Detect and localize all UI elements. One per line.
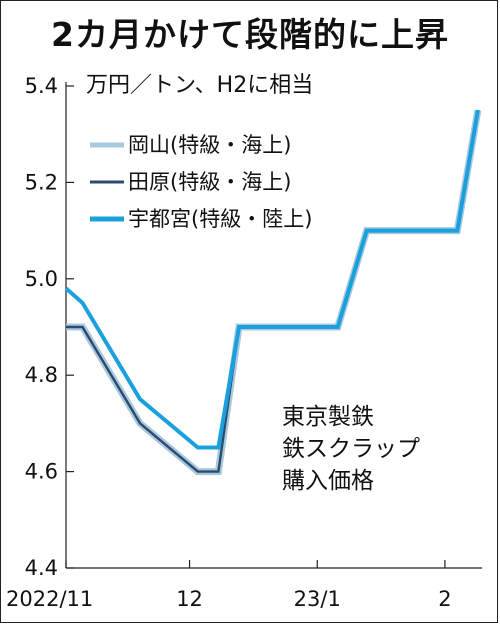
series-line-tahara: [66, 109, 480, 473]
x-tick-label: 12: [176, 587, 203, 611]
x-tick-labels: 2022/11 12 23/1 2: [6, 560, 452, 611]
y-tick-label: 5.4: [25, 74, 58, 98]
note-line: 東京製鉄: [282, 404, 374, 430]
chart-title: 2カ月かけて段階的に上昇: [51, 15, 449, 54]
unit-label: 万円／トン、H2に相当: [86, 73, 313, 98]
y-tick-label: 5.0: [25, 267, 58, 291]
y-tick-label: 4.6: [25, 460, 58, 484]
legend: 岡山(特級・海上) 田原(特級・海上) 宇都宮(特級・陸上): [90, 133, 312, 231]
legend-label-tahara: 田原(特級・海上): [128, 170, 291, 194]
note-line: 購入価格: [282, 468, 374, 494]
series-lines: [64, 109, 482, 476]
x-tick-label: 2: [438, 587, 451, 611]
y-tick-label: 5.2: [25, 170, 58, 194]
legend-label-okayama: 岡山(特級・海上): [128, 133, 291, 157]
legend-label-utsunomiya: 宇都宮(特級・陸上): [128, 207, 312, 231]
x-tick-label: 23/1: [294, 587, 341, 611]
y-tick-label: 4.8: [25, 363, 58, 387]
y-tick-labels: 5.4 5.2 5.0 4.8 4.6 4.4: [25, 74, 74, 580]
note-line: 鉄スクラップ: [282, 436, 420, 462]
x-tick-label: 2022/11: [6, 587, 93, 611]
series-line-utsunomiya: [64, 109, 480, 450]
series-line-okayama: [66, 109, 482, 476]
y-tick-label: 4.4: [25, 556, 58, 580]
